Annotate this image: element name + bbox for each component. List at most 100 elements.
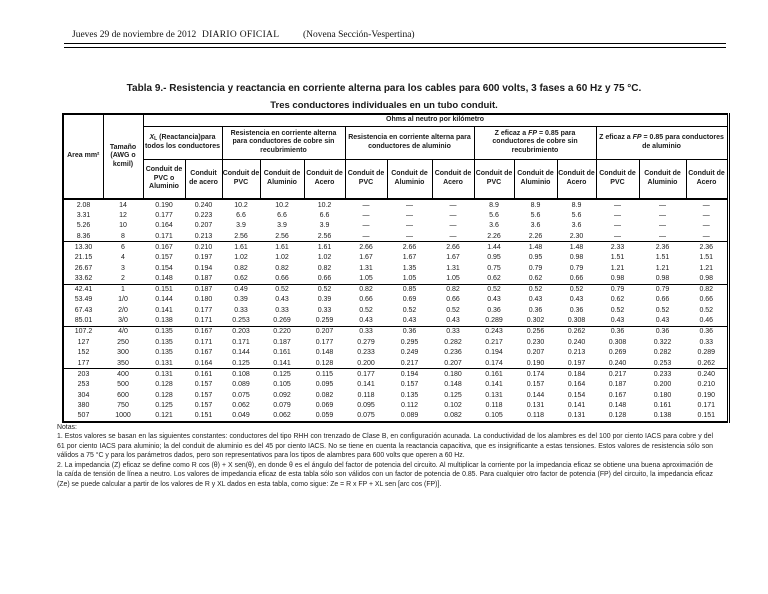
table-cell: 177 <box>63 358 103 370</box>
table-cell: — <box>406 222 413 230</box>
table-cell: 0.059 <box>315 412 334 420</box>
table-cell: 0.256 <box>526 328 545 336</box>
col-header-units: Ohms al neutro por kilómetro <box>142 113 729 127</box>
table-cell: — <box>639 231 686 243</box>
table-cell: — <box>387 231 432 243</box>
table-cell: 203 <box>77 370 90 378</box>
header-divider <box>64 43 726 48</box>
table-cell: 0.233 <box>653 370 672 378</box>
table-cell: 0.308 <box>557 315 596 327</box>
table-cell: 0.151 <box>194 412 213 420</box>
subcol-xl-acero: Conduit de acero <box>184 158 223 201</box>
table-cell: 0.190 <box>155 201 173 209</box>
table-cell: 2.33 <box>610 243 625 251</box>
table-cell: 1.21 <box>699 264 714 272</box>
table-cell: 0.171 <box>143 231 185 243</box>
table-cell: 0.82 <box>446 286 460 294</box>
table-cell: — <box>449 222 457 230</box>
subcol-zcu-acero: Conduit de Acero <box>556 158 597 201</box>
table-cell: 0.289 <box>697 349 716 357</box>
table-cell: 0.177 <box>155 211 173 219</box>
table-cell: 0.220 <box>273 328 291 336</box>
table-cell: 0.082 <box>315 391 334 399</box>
table-row: 26.67 3 0.154 0.194 0.82 0.82 0.82 1.31 1.35 1.31… <box>63 263 728 274</box>
table-cell: 0.148 <box>444 381 462 389</box>
table-cell: 0.69 <box>402 296 417 304</box>
table-cell: 2.26 <box>474 231 514 243</box>
table-cell: 0.262 <box>686 358 729 370</box>
table-cell: 0.095 <box>315 381 334 389</box>
subcol-rcu-acero: Conduit de Acero <box>303 158 346 201</box>
table-cell: 0.118 <box>527 412 544 420</box>
table-cell: 0.52 <box>528 286 543 294</box>
table-cell: 0.75 <box>487 264 501 272</box>
table-cell: — <box>362 222 370 230</box>
col-group-impedance-copper: Z eficaz a FP = 0.85 para conductores de… <box>473 125 597 160</box>
table-cell: 0.157 <box>155 254 173 262</box>
table-cell: 5.6 <box>530 211 541 219</box>
table-cell: 0.200 <box>345 358 387 370</box>
table-cell: 0.269 <box>260 315 304 327</box>
table-cell: 14 <box>119 201 127 209</box>
table-cell: 0.253 <box>222 315 260 327</box>
table-cell: 0.43 <box>569 296 584 304</box>
subcol-zal-acero: Conduit de Acero <box>685 158 729 201</box>
table-cell: 10 <box>119 222 127 230</box>
table-cell: 0.131 <box>526 402 545 410</box>
table-cell: 0.43 <box>387 315 432 327</box>
table-cell: 0.131 <box>567 412 586 420</box>
table-cell: 0.253 <box>639 358 686 370</box>
table-cell: 0.95 <box>528 254 543 262</box>
table-cell: 152 <box>77 349 90 357</box>
table-cell: 0.125 <box>273 370 291 378</box>
table-cell: 600 <box>117 391 129 399</box>
table-cell: 0.33 <box>359 328 373 336</box>
table-cell: 0.151 <box>697 412 716 420</box>
table-cell: 0.79 <box>528 264 543 272</box>
table-cell: 0.262 <box>567 328 586 336</box>
table-cell: 0.128 <box>608 412 627 420</box>
table-cell: 0.210 <box>697 381 716 389</box>
table-cell: 0.154 <box>567 391 586 399</box>
table-cell: 3.31 <box>76 211 91 219</box>
table-cell: 0.62 <box>474 273 514 285</box>
table-cell: 0.105 <box>485 412 503 420</box>
table-cell: 0.98 <box>639 273 686 285</box>
table-cell: 0.62 <box>514 273 557 285</box>
table-cell: 0.115 <box>316 370 333 378</box>
table-cell: 0.180 <box>444 370 462 378</box>
table-cell: 2.36 <box>699 243 714 251</box>
table-cell: 1.21 <box>655 264 670 272</box>
table-cell: 2.56 <box>304 231 345 243</box>
table-cell: 2/0 <box>118 306 128 314</box>
table-cell: 0.141 <box>567 402 586 410</box>
table-cell: 0.36 <box>569 306 584 314</box>
table-cell: 5.26 <box>76 222 91 230</box>
table-cell: 300 <box>117 349 129 357</box>
table-cell: 0.66 <box>655 296 670 304</box>
table-cell: 0.164 <box>185 358 222 370</box>
table-cell: 250 <box>117 338 129 346</box>
table-cell: 0.36 <box>487 306 501 314</box>
table-cell: 0.125 <box>222 358 260 370</box>
table-cell: 0.249 <box>400 349 419 357</box>
table-cell: 0.43 <box>432 315 474 327</box>
table-cell: 0.141 <box>260 358 304 370</box>
table-cell: 3.9 <box>319 222 330 230</box>
table-row: 152 300 0.135 0.167 0.144 0.161 0.148 0.233 0.24… <box>63 348 728 359</box>
table-cell: 0.167 <box>608 391 627 399</box>
table-cell: 4/0 <box>118 328 128 336</box>
table-cell: 0.164 <box>155 222 173 230</box>
table-cell: 0.66 <box>446 296 460 304</box>
table-cell: 0.236 <box>444 349 462 357</box>
running-head: Jueves 29 de noviembre de 2012 DIARIO OF… <box>0 30 768 44</box>
table-cell: 0.36 <box>528 306 543 314</box>
table-cell: 0.180 <box>194 296 213 304</box>
table-cell: 0.52 <box>655 306 670 314</box>
table-cell: 0.207 <box>432 358 474 370</box>
table-cell: 0.171 <box>185 315 222 327</box>
table-cell: 0.322 <box>653 338 672 346</box>
table-cell: 0.200 <box>653 381 672 389</box>
notes-section: Notas: 1. Estos valores se basan en las … <box>57 423 713 489</box>
table-cell: 8.36 <box>63 231 103 243</box>
